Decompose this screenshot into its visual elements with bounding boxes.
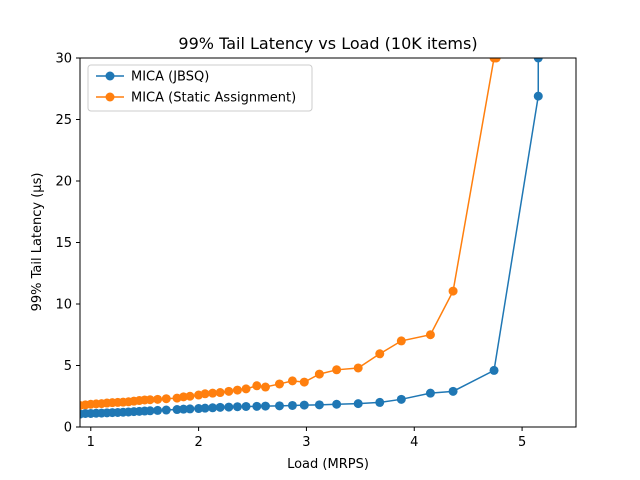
y-tick-label: 5 — [64, 359, 72, 374]
y-tick-label: 30 — [55, 52, 72, 67]
data-point — [353, 399, 363, 409]
data-point — [332, 365, 342, 375]
series-0 — [80, 58, 543, 419]
x-tick-label: 2 — [194, 435, 202, 450]
data-point — [314, 400, 324, 410]
data-point — [260, 382, 270, 392]
data-point — [179, 404, 189, 414]
legend-label: MICA (Static Assignment) — [131, 91, 296, 106]
data-point — [145, 395, 155, 405]
data-point — [194, 404, 204, 414]
data-point — [161, 394, 171, 404]
data-point — [353, 363, 363, 373]
data-point — [224, 386, 234, 396]
data-point — [274, 401, 284, 411]
data-point — [299, 400, 309, 410]
data-point — [208, 388, 218, 398]
data-point — [425, 330, 435, 340]
data-point — [232, 385, 242, 395]
y-tick-label: 25 — [55, 113, 72, 128]
legend-box — [87, 64, 313, 112]
x-tick-label: 4 — [410, 435, 418, 450]
data-point — [200, 389, 210, 399]
data-point — [224, 402, 234, 412]
data-point — [491, 58, 501, 63]
data-point — [185, 404, 195, 414]
y-tick-label: 20 — [55, 175, 72, 190]
chart-title: 99% Tail Latency vs Load (10K items) — [178, 34, 477, 53]
data-point — [232, 402, 242, 412]
legend-marker — [105, 71, 115, 81]
legend-marker — [105, 92, 115, 102]
data-point — [396, 336, 406, 346]
data-point — [533, 58, 543, 63]
data-point — [533, 91, 543, 101]
data-point — [179, 392, 189, 402]
y-tick-label: 15 — [55, 236, 72, 251]
data-point — [208, 403, 218, 413]
data-point — [260, 401, 270, 411]
legend: MICA (JBSQ) MICA (Static Assignment) — [87, 64, 313, 112]
y-axis-title: 99% Tail Latency (μs) — [30, 173, 45, 312]
data-point — [172, 405, 182, 415]
x-tick-label: 5 — [518, 435, 526, 450]
data-point — [145, 406, 155, 416]
data-point — [241, 401, 251, 411]
data-point — [299, 377, 309, 387]
y-tick-label: 10 — [55, 298, 72, 313]
data-point — [185, 391, 195, 401]
x-tick-label: 3 — [302, 435, 310, 450]
legend-label: MICA (JBSQ) — [131, 70, 209, 85]
data-point — [215, 402, 225, 412]
data-point — [375, 349, 385, 359]
data-point — [153, 394, 163, 404]
data-point — [448, 286, 458, 296]
data-point — [287, 400, 297, 410]
data-point — [274, 379, 284, 389]
x-tick-label: 1 — [87, 435, 95, 450]
y-tick-label: 0 — [64, 421, 72, 436]
data-point — [425, 388, 435, 398]
data-point — [332, 399, 342, 409]
x-axis-title: Load (MRPS) — [287, 457, 369, 472]
data-point — [489, 365, 499, 375]
data-point — [252, 401, 262, 411]
data-point — [200, 403, 210, 413]
data-point — [448, 386, 458, 396]
data-point — [396, 394, 406, 404]
data-point — [161, 405, 171, 415]
data-point — [252, 381, 262, 391]
data-point — [153, 405, 163, 415]
data-point — [215, 388, 225, 398]
data-point — [314, 369, 324, 379]
data-point — [287, 376, 297, 386]
data-point — [241, 384, 251, 394]
series-1 — [80, 58, 501, 410]
data-point — [375, 397, 385, 407]
